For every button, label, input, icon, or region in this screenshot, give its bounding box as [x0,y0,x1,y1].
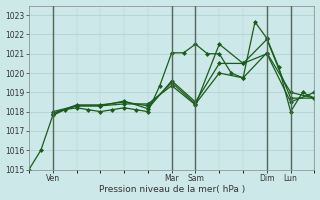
X-axis label: Pression niveau de la mer( hPa ): Pression niveau de la mer( hPa ) [99,185,245,194]
